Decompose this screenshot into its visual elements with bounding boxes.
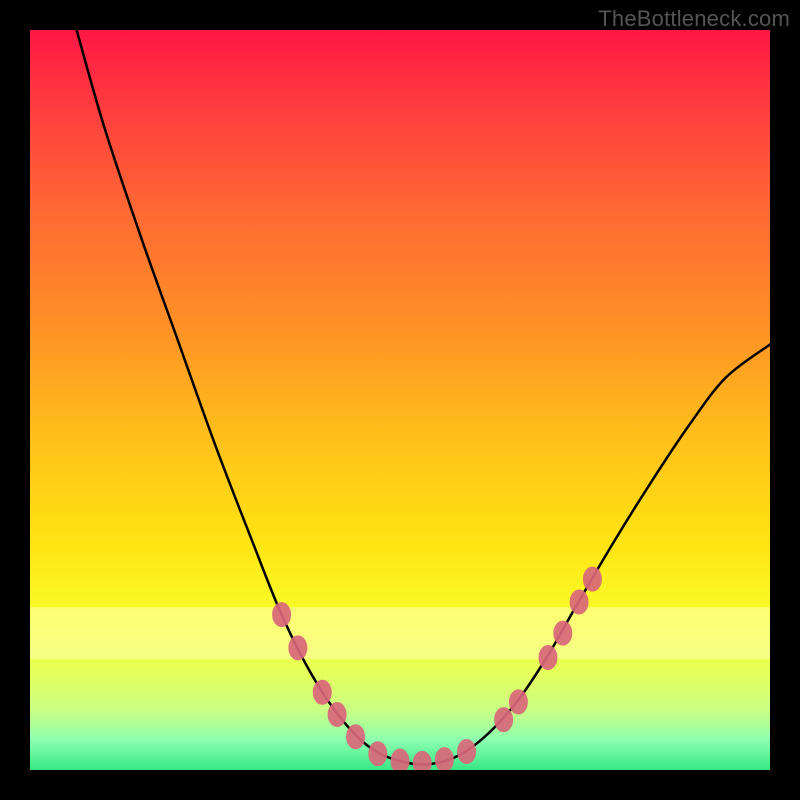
curve-marker	[289, 636, 307, 660]
curve-marker	[509, 690, 527, 714]
curve-marker	[328, 703, 346, 727]
curve-marker	[458, 740, 476, 764]
curve-marker	[495, 708, 513, 732]
bottom-band	[30, 607, 770, 659]
curve-marker	[570, 590, 588, 614]
curve-marker	[273, 603, 291, 627]
curve-marker	[369, 742, 387, 766]
curve-marker	[391, 749, 409, 773]
curve-marker	[554, 621, 572, 645]
curve-marker	[539, 646, 557, 670]
curve-marker	[583, 567, 601, 591]
curve-marker	[435, 748, 453, 772]
curve-marker	[347, 725, 365, 749]
watermark-text: TheBottleneck.com	[598, 6, 790, 32]
curve-marker	[313, 680, 331, 704]
bottleneck-chart: TheBottleneck.com	[0, 0, 800, 800]
chart-svg	[0, 0, 800, 800]
